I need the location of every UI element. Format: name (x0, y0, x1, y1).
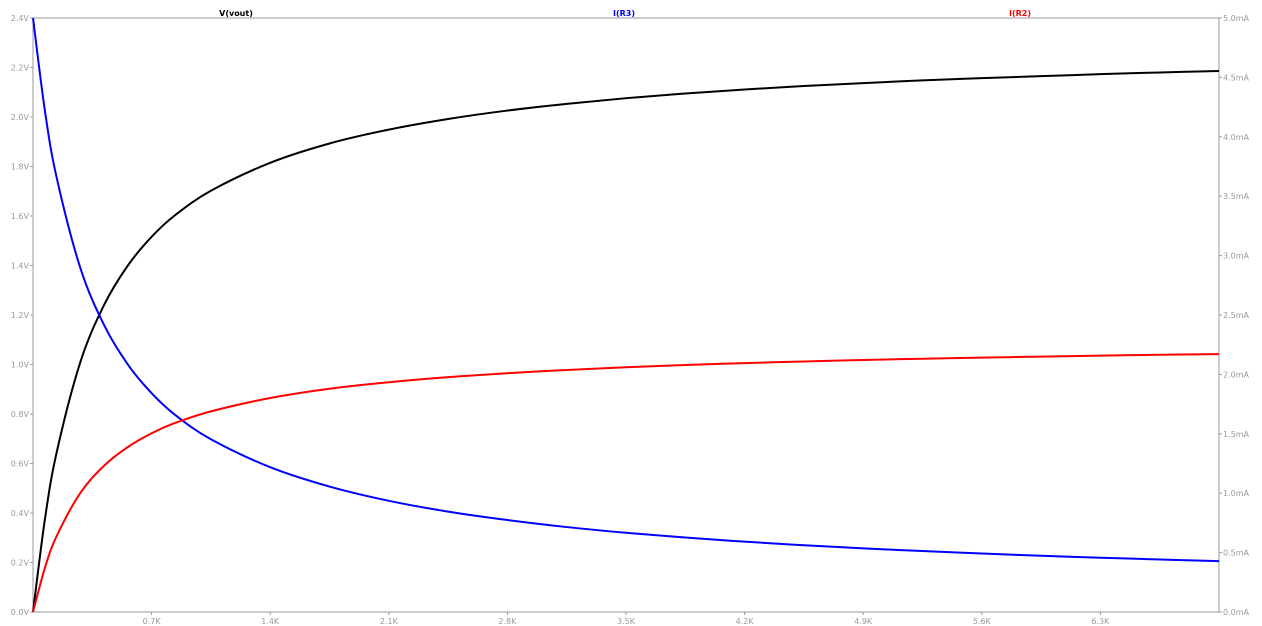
y-left-tick-label: 0.2V (11, 559, 30, 568)
y-left-tick-label: 0.4V (11, 509, 30, 518)
series-line-v-vout[interactable] (32, 69, 1220, 613)
y-left-tick-label: 2.4V (11, 14, 30, 23)
x-tick-label: 2.8K (498, 617, 517, 626)
y-left-tick-label: 2.0V (11, 113, 30, 122)
x-tick-label: 3.5K (617, 617, 636, 626)
legend-label-i-r3[interactable]: I(R3) (613, 9, 635, 18)
x-tick-label: 6.3K (1091, 617, 1110, 626)
legend[interactable]: V(vout) I(R3) I(R2) (219, 9, 1031, 18)
y-left-tick-label: 0.6V (11, 460, 30, 469)
y-left-tick-label: 0.8V (11, 410, 30, 419)
y-right-tick-label: 2.0mA (1223, 370, 1250, 379)
y-left-tick-label: 1.8V (11, 163, 30, 172)
y-right-tick-label: 4.5mA (1223, 73, 1250, 82)
y-left-tick-label: 1.0V (11, 361, 30, 370)
x-tick-label: 1.4K (261, 617, 280, 626)
x-tick-label: 2.1K (380, 617, 399, 626)
y-left-tick-label: 1.6V (11, 212, 30, 221)
y-right-tick-label: 5.0mA (1223, 14, 1250, 23)
x-tick-label: 4.2K (736, 617, 755, 626)
x-tick-label: 4.9K (854, 617, 873, 626)
series-line-i-r3[interactable] (32, 17, 1220, 563)
y-left-tick-label: 1.4V (11, 262, 30, 271)
y-right-tick-label: 3.0mA (1223, 252, 1250, 261)
y-right-tick-label: 4.0mA (1223, 133, 1250, 142)
legend-label-v-vout[interactable]: V(vout) (219, 9, 253, 18)
legend-label-i-r2[interactable]: I(R2) (1009, 9, 1031, 18)
series-curves[interactable] (32, 17, 1220, 613)
y-right-tick-label: 2.5mA (1223, 311, 1250, 320)
plot-axes: 0.0V 0.2V 0.4V 0.6V 0.8V 1.0V 1.2V 1.4V 1.6V 1.8V… (11, 14, 1250, 626)
y-left-tick-label: 1.2V (11, 311, 30, 320)
y-left-tick-label: 0.0V (11, 608, 30, 617)
y-left-tick-label: 2.2V (11, 64, 30, 73)
series-line-i-r2[interactable] (32, 353, 1220, 613)
y-right-tick-label: 0.0mA (1223, 608, 1250, 617)
y-right-tick-label: 1.5mA (1223, 430, 1250, 439)
y-right-tick-label: 0.5mA (1223, 549, 1250, 558)
y-right-tick-label: 1.0mA (1223, 489, 1250, 498)
y-right-tick-label: 3.5mA (1223, 192, 1250, 201)
plot-frame (32, 17, 1220, 613)
x-tick-label: 0.7K (143, 617, 162, 626)
x-tick-label: 5.6K (973, 617, 992, 626)
